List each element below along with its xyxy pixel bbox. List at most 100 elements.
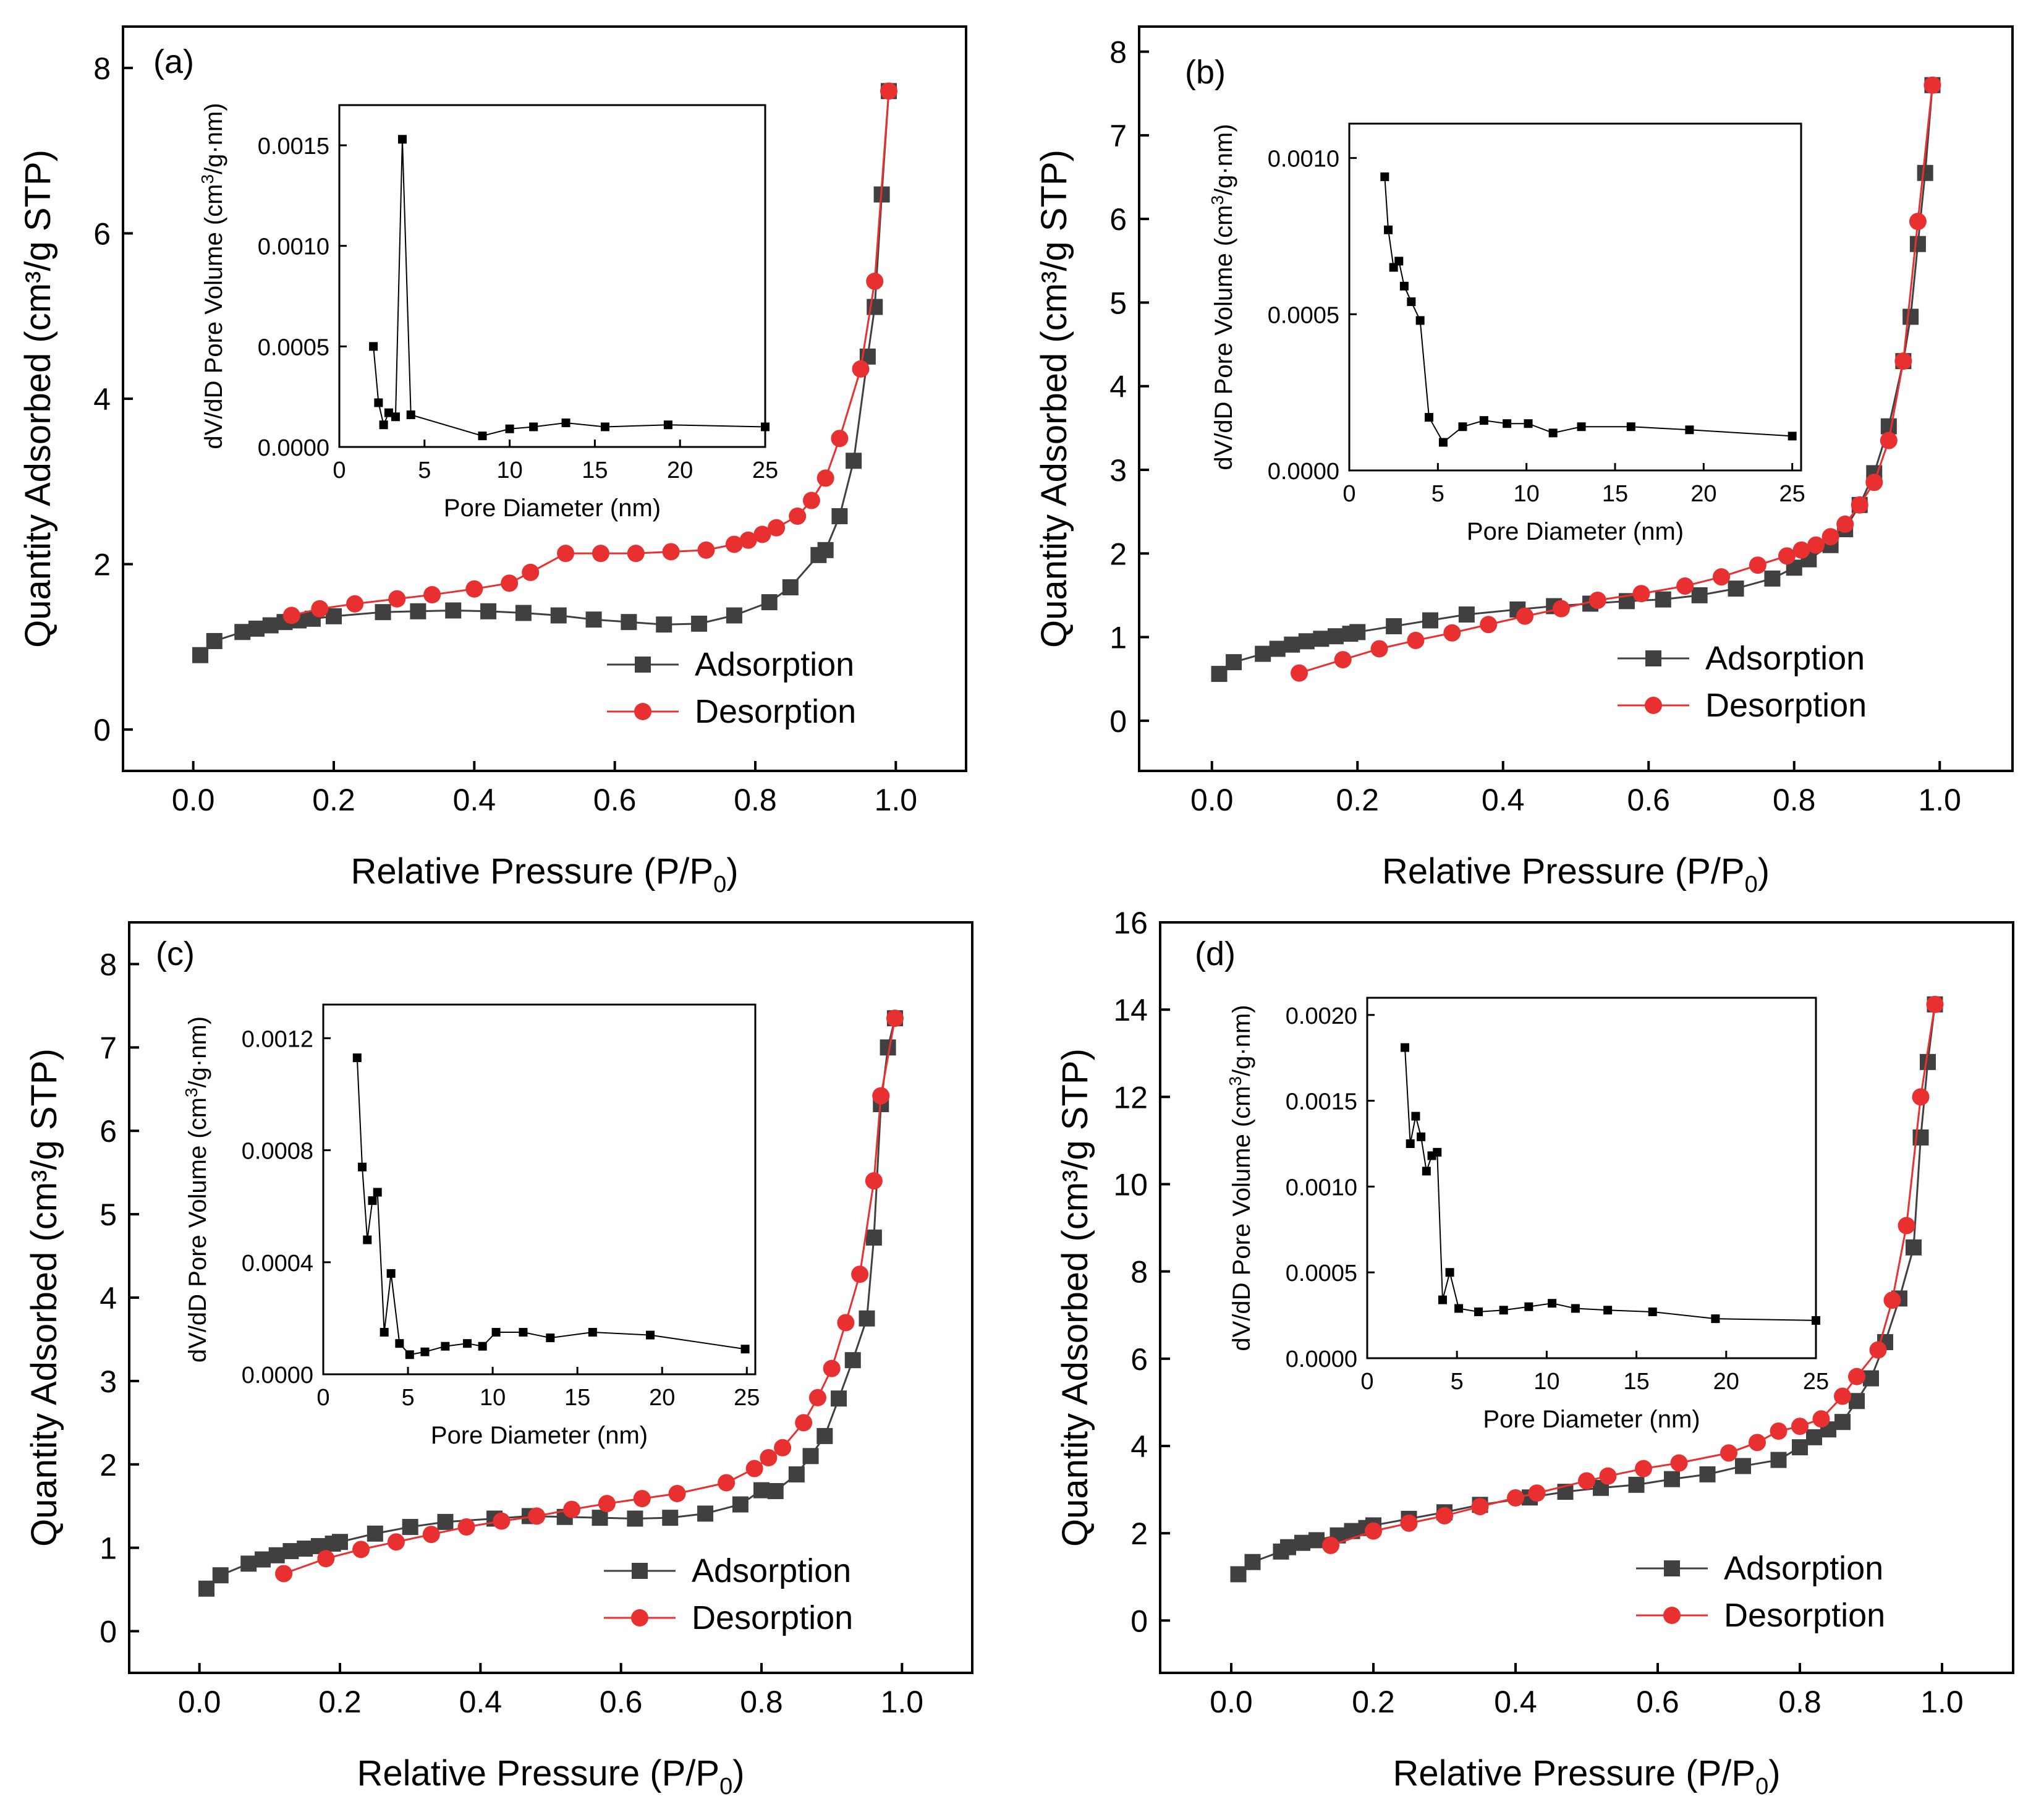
adsorption-point <box>1313 631 1330 647</box>
desorption-point <box>1812 1410 1830 1428</box>
desorption-point <box>1836 515 1854 533</box>
adsorption-point <box>1792 1439 1808 1456</box>
legend-marker-circle <box>634 703 651 720</box>
inset-point <box>1548 428 1558 438</box>
x-axis-label-end: ) <box>726 851 738 891</box>
inset-y-tick-label: 0.0010 <box>1268 147 1339 172</box>
desorption-point <box>1923 76 1941 94</box>
adsorption-point <box>212 1567 229 1584</box>
adsorption-point <box>268 1547 285 1563</box>
inset-y-tick-label: 0.0010 <box>258 234 329 260</box>
adsorption-point <box>1691 587 1708 603</box>
desorption-point <box>852 360 870 378</box>
desorption-point <box>1365 1522 1382 1540</box>
inset-y-axis-label: dV/dD Pore Volume (cm3/g·nm) <box>1226 1005 1255 1351</box>
panel-c: 0.0 0.2 0.4 0.6 0.8 1.0 0 1 2 3 4 5 6 7 8 Relative Pres… <box>24 921 973 1800</box>
desorption-point <box>1400 1514 1418 1532</box>
desorption-point <box>1778 547 1796 565</box>
inset-y-label-sup: 3 <box>1226 1076 1245 1086</box>
adsorption-point <box>1280 1539 1296 1555</box>
x-tick-label: 0.0 <box>178 1685 221 1719</box>
desorption-point <box>465 580 483 598</box>
inset-point <box>1548 1299 1557 1308</box>
x-tick-label: 0.4 <box>1494 1685 1537 1719</box>
y-tick-label: 8 <box>1130 1255 1148 1290</box>
plot-frame <box>1138 25 2014 772</box>
y-tick-label: 2 <box>100 1448 117 1482</box>
legend-marker-square <box>1645 650 1661 666</box>
inset-point <box>369 342 378 351</box>
adsorption-point <box>1284 636 1300 653</box>
adsorption-point <box>437 1513 454 1530</box>
x-axis-label-sub: 0 <box>1745 872 1758 898</box>
x-axis-label-sub: 0 <box>719 1774 732 1800</box>
desorption-point <box>880 82 897 100</box>
inset-point <box>588 1328 597 1337</box>
inset-point <box>761 422 770 432</box>
inset-x-tick-label: 15 <box>564 1385 590 1411</box>
inset-y-axis-label: dV/dD Pore Volume (cm3/g·nm) <box>182 1016 211 1363</box>
adsorption-point <box>592 1510 608 1526</box>
desorption-point <box>823 1359 841 1377</box>
inset-x-tick-label: 20 <box>667 457 693 483</box>
desorption-point <box>866 273 884 291</box>
inset-point <box>1384 225 1393 234</box>
desorption-point <box>592 545 609 563</box>
x-axis-label: Relative Pressure (P/P0) <box>1382 851 1770 898</box>
inset-y-axis-label: dV/dD Pore Volume (cm3/g·nm) <box>1208 124 1237 470</box>
inset-x-tick-label: 10 <box>496 457 522 483</box>
x-axis-label: Relative Pressure (P/P0) <box>1393 1753 1780 1800</box>
inset-x-tick-label: 0 <box>1360 1369 1373 1395</box>
y-tick-label: 7 <box>1109 119 1127 153</box>
desorption-point <box>1713 568 1730 586</box>
x-tick-label: 1.0 <box>1920 1685 1964 1719</box>
inset-point <box>519 1328 528 1337</box>
y-tick-label: 0 <box>1109 704 1127 739</box>
inset-y-label-suffix: /g·nm) <box>1210 124 1237 195</box>
desorption-point <box>1909 213 1927 231</box>
adsorption-point <box>240 1555 257 1572</box>
inset-point <box>1474 1308 1483 1317</box>
desorption-point <box>1749 556 1766 574</box>
x-axis-label-main: Relative Pressure (P/P <box>350 851 713 891</box>
adsorption-point <box>367 1525 383 1542</box>
panel-d: 0.0 0.2 0.4 0.6 0.8 1.0 0 2 4 6 8 10 12 14 16 Relative … <box>1055 906 2014 1800</box>
y-tick-label: 6 <box>93 216 111 251</box>
inset-x-tick-label: 10 <box>1514 481 1540 507</box>
inset-y-tick-label: 0.0004 <box>242 1251 313 1277</box>
desorption-point <box>886 1010 904 1027</box>
inset-point <box>395 1339 404 1348</box>
inset-x-tick-label: 10 <box>480 1385 506 1411</box>
legend: Adsorption Desorption <box>607 646 856 730</box>
inset-point <box>1524 1302 1533 1311</box>
desorption-point <box>1436 1507 1453 1524</box>
inset-point <box>397 135 407 144</box>
inset-point <box>1422 1167 1431 1176</box>
inset-x-axis-label: Pore Diameter (nm) <box>1483 1406 1700 1433</box>
inset-y-label-sup: 3 <box>1208 195 1227 205</box>
inset-point <box>1685 425 1694 435</box>
desorption-point <box>457 1518 475 1536</box>
x-tick-label: 0.8 <box>1773 783 1816 817</box>
y-tick-label: 8 <box>100 947 117 982</box>
inset-x-tick-label: 20 <box>649 1385 675 1411</box>
desorption-point <box>802 491 820 509</box>
y-tick-label: 10 <box>1113 1167 1148 1202</box>
x-axis-label-main: Relative Pressure (P/P <box>1382 851 1745 891</box>
desorption-point <box>1791 1418 1809 1435</box>
adsorption-point <box>1230 1566 1247 1583</box>
adsorption-point <box>1917 164 1933 181</box>
inset-point <box>561 418 570 427</box>
y-tick-label: 5 <box>100 1197 117 1232</box>
inset-point <box>529 422 538 432</box>
y-axis-label: Quantity Adsorbed (cm³/g STP) <box>1034 150 1074 648</box>
adsorption-point <box>767 1482 784 1499</box>
inset-x-tick-label: 25 <box>734 1385 760 1411</box>
inset-y-tick-label: 0.0005 <box>1268 302 1339 328</box>
inset-x-tick-label: 20 <box>1690 481 1716 507</box>
inset-y-label-sup: 3 <box>198 174 217 184</box>
inset-point <box>478 1342 487 1351</box>
adsorption-point <box>726 607 742 624</box>
desorption-point <box>1670 1454 1688 1472</box>
desorption-point <box>865 1172 883 1190</box>
